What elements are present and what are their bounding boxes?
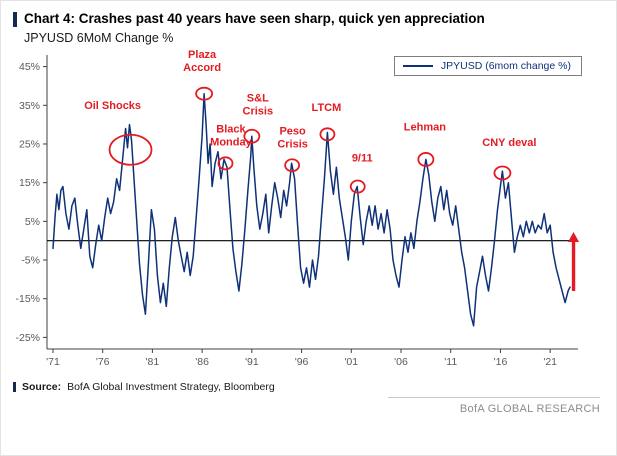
- annotation-circle-peso-crisis: [284, 158, 301, 173]
- annotation-label-peso-crisis: Peso: [279, 125, 306, 137]
- annotation-label-ltcm: LTCM: [312, 102, 342, 114]
- annotation-circle-lehman: [417, 152, 435, 168]
- chart-title: Chart 4: Crashes past 40 years have seen…: [24, 11, 485, 26]
- title-accent-bar: [13, 12, 17, 27]
- annotation-label-sl-crisis: Crisis: [243, 106, 274, 118]
- x-tick-label: '16: [494, 356, 508, 368]
- annotation-circle-black-monday: [217, 156, 234, 171]
- x-tick-label: '01: [344, 356, 358, 368]
- brand-text: BofA GLOBAL RESEARCH: [388, 397, 600, 415]
- y-tick-label: 15%: [19, 177, 40, 189]
- annotation-label-black-monday: Monday: [210, 137, 252, 149]
- x-tick-label: '81: [146, 356, 160, 368]
- legend-line-swatch: [402, 65, 433, 68]
- y-tick-label: -25%: [15, 332, 40, 344]
- annotation-label-lehman: Lehman: [404, 122, 446, 134]
- y-tick-label: -15%: [15, 293, 40, 305]
- annotation-circle-oil-shocks: [108, 134, 153, 166]
- x-tick-label: '11: [444, 356, 457, 368]
- y-tick-label: 5%: [25, 216, 40, 228]
- up-arrow-head: [568, 232, 580, 243]
- annotation-label-black-monday: Black: [216, 124, 246, 136]
- y-tick-label: 25%: [19, 139, 40, 151]
- jpyusd-line: [52, 93, 571, 327]
- annotation-circle-cny-deval: [493, 165, 512, 181]
- annotation-circle-plaza-accord: [195, 86, 214, 101]
- brand-row: BofA GLOBAL RESEARCH: [1, 393, 616, 417]
- annotation-label-oil-shocks: Oil Shocks: [84, 100, 141, 112]
- legend: JPYUSD (6mom change %): [393, 56, 582, 77]
- y-tick-label: 45%: [19, 61, 40, 73]
- source-label: Source:: [22, 381, 62, 394]
- annotation-label-peso-crisis: Crisis: [277, 138, 308, 150]
- y-tick-label: -5%: [21, 255, 40, 267]
- chart-svg: 45% 35% 25% 15% 5% -5% -15% -25% '71 '76 '81 '86 '91…: [15, 49, 580, 368]
- source-row: Source: BofA Global Investment Strategy,…: [1, 379, 616, 393]
- x-tick-label: '76: [96, 356, 110, 368]
- annotation-label-nine-eleven: 9/11: [352, 153, 373, 165]
- x-tick-label: '96: [295, 356, 309, 368]
- x-tick-label: '21: [543, 356, 557, 368]
- annotation-label-sl-crisis: S&L: [247, 93, 269, 105]
- chart-subtitle: JPYUSD 6MoM Change %: [24, 31, 174, 46]
- annotation-label-plaza-accord: Accord: [183, 62, 221, 74]
- chart-area: 45% 35% 25% 15% 5% -5% -15% -25% '71 '76 '81 '86 '91…: [11, 49, 610, 379]
- x-tick-label: '71: [46, 356, 60, 368]
- source-text: BofA Global Investment Strategy, Bloombe…: [67, 381, 275, 394]
- annotation-circle-nine-eleven: [349, 179, 366, 194]
- x-tick-label: '86: [195, 356, 209, 368]
- x-tick-label: '06: [394, 356, 408, 368]
- x-tick-label: '91: [245, 356, 259, 368]
- legend-label: JPYUSD (6mom change %): [440, 60, 571, 73]
- source-accent-bar: [13, 382, 16, 393]
- annotation-circle-sl-crisis: [243, 129, 261, 144]
- chart-header: Chart 4: Crashes past 40 years have seen…: [1, 1, 616, 45]
- title-row: Chart 4: Crashes past 40 years have seen…: [13, 11, 602, 27]
- annotation-circle-ltcm: [319, 127, 336, 142]
- y-tick-label: 35%: [19, 100, 40, 112]
- annotation-label-cny-deval: CNY deval: [482, 137, 536, 149]
- annotation-label-plaza-accord: Plaza: [188, 49, 217, 61]
